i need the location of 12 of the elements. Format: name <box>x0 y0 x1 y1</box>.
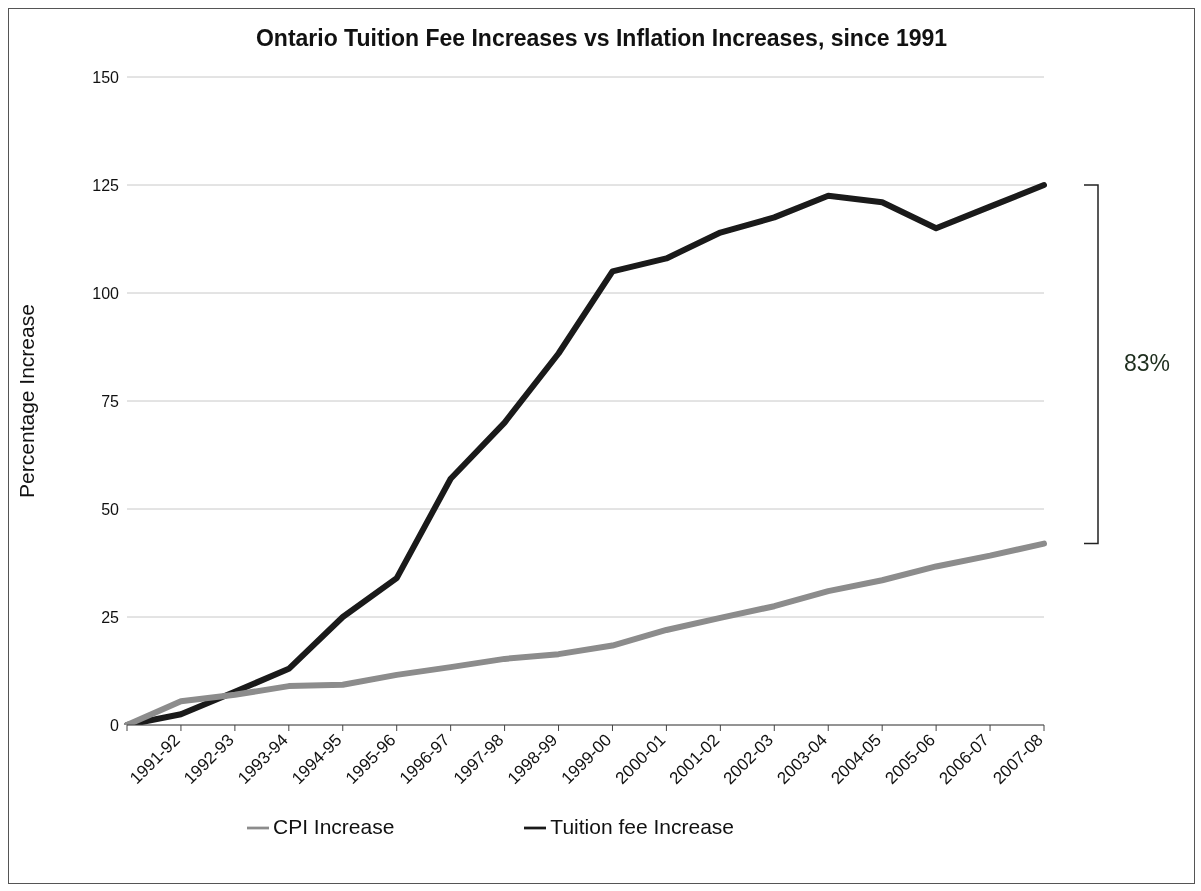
y-tick-label: 100 <box>92 284 120 302</box>
y-axis-title: Percentage Increase <box>15 304 39 498</box>
y-tick-label: 0 <box>110 716 120 734</box>
y-tick-label: 125 <box>92 176 120 194</box>
legend-label: Tuition fee Increase <box>550 815 735 838</box>
y-tick-label: 75 <box>101 392 120 410</box>
text: 83% <box>1124 350 1171 378</box>
y-tick-label: 50 <box>101 500 120 518</box>
y-tick-label: 25 <box>101 608 120 626</box>
legend-label: CPI Increase <box>272 815 395 838</box>
y-tick-label: 150 <box>92 68 120 86</box>
chart-title: Ontario Tuition Fee Increases vs Inflation Increases, since 1991 <box>254 25 949 52</box>
